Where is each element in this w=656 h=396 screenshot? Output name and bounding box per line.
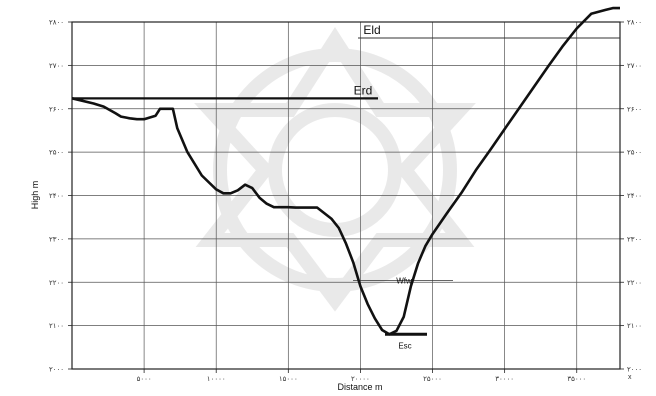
x-axis-title: Distance m [337,382,382,392]
y-tick-label-left: ۲۲۰۰ [49,280,64,287]
y-axis-right: ۲۰۰۰ ۲۱۰۰ ۲۲۰۰ ۲۳۰۰ ۲۴۰۰ ۲۵۰۰ ۲۶۰۰ ۲۷۰۰ ۲۸۰۰ [620,20,642,374]
y-tick-label-left: ۲۴۰۰ [49,193,64,200]
x-tick-label: ۳۰۰۰۰ [495,376,514,383]
y-tick-label-left: ۲۷۰۰ [49,63,64,70]
y-tick-label-right: ۲۵۰۰ [627,150,642,157]
annotation-wfw: Wfw [396,277,412,286]
corner-label: x [628,374,632,381]
grid [72,21,620,370]
y-tick-label-left: ۲۸۰۰ [49,20,64,27]
x-tick-label: ۳۵۰۰۰ [567,376,586,383]
x-tick-label: ۱۰۰۰۰ [207,376,226,383]
y-tick-label-left: ۲۰۰۰ [49,367,64,374]
y-tick-label-left: ۲۱۰۰ [49,323,64,330]
annotation-erd: Erd [354,83,373,97]
y-axis-left: ۲۰۰۰ ۲۱۰۰ ۲۲۰۰ ۲۳۰۰ ۲۴۰۰ ۲۵۰۰ ۲۶۰۰ ۲۷۰۰ ۲۸۰۰ [49,20,72,374]
y-tick-label-right: ۲۱۰۰ [627,323,642,330]
y-tick-label-right: ۲۶۰۰ [627,106,642,113]
y-tick-label-right: ۲۸۰۰ [627,20,642,27]
y-tick-label-right: ۲۴۰۰ [627,193,642,200]
y-axis-title: High m [30,181,40,210]
y-tick-label-right: ۲۳۰۰ [627,236,642,243]
terrain-profile-line [71,6,620,336]
y-tick-label-left: ۲۶۰۰ [49,106,64,113]
x-tick-label: ۲۰۰۰۰ [351,376,370,383]
x-tick-label: ۲۵۰۰۰ [423,376,442,383]
y-tick-label-left: ۲۳۰۰ [49,236,64,243]
background-watermark [194,27,476,312]
y-tick-label-left: ۲۵۰۰ [49,150,64,157]
x-tick-label: ۵۰۰۰ [137,376,152,383]
y-tick-label-right: ۲۰۰۰ [627,367,642,374]
annotation-eld: Eld [363,23,380,37]
y-tick-label-right: ۲۷۰۰ [627,63,642,70]
x-tick-label: ۱۵۰۰۰ [279,376,298,383]
x-axis: ۵۰۰۰ ۱۰۰۰۰ ۱۵۰۰۰ ۲۰۰۰۰ ۲۵۰۰۰ ۳۰۰۰۰ ۳۵۰۰۰ [137,369,586,383]
annotation-esc: Esc [398,341,411,350]
y-tick-label-right: ۲۲۰۰ [627,280,642,287]
